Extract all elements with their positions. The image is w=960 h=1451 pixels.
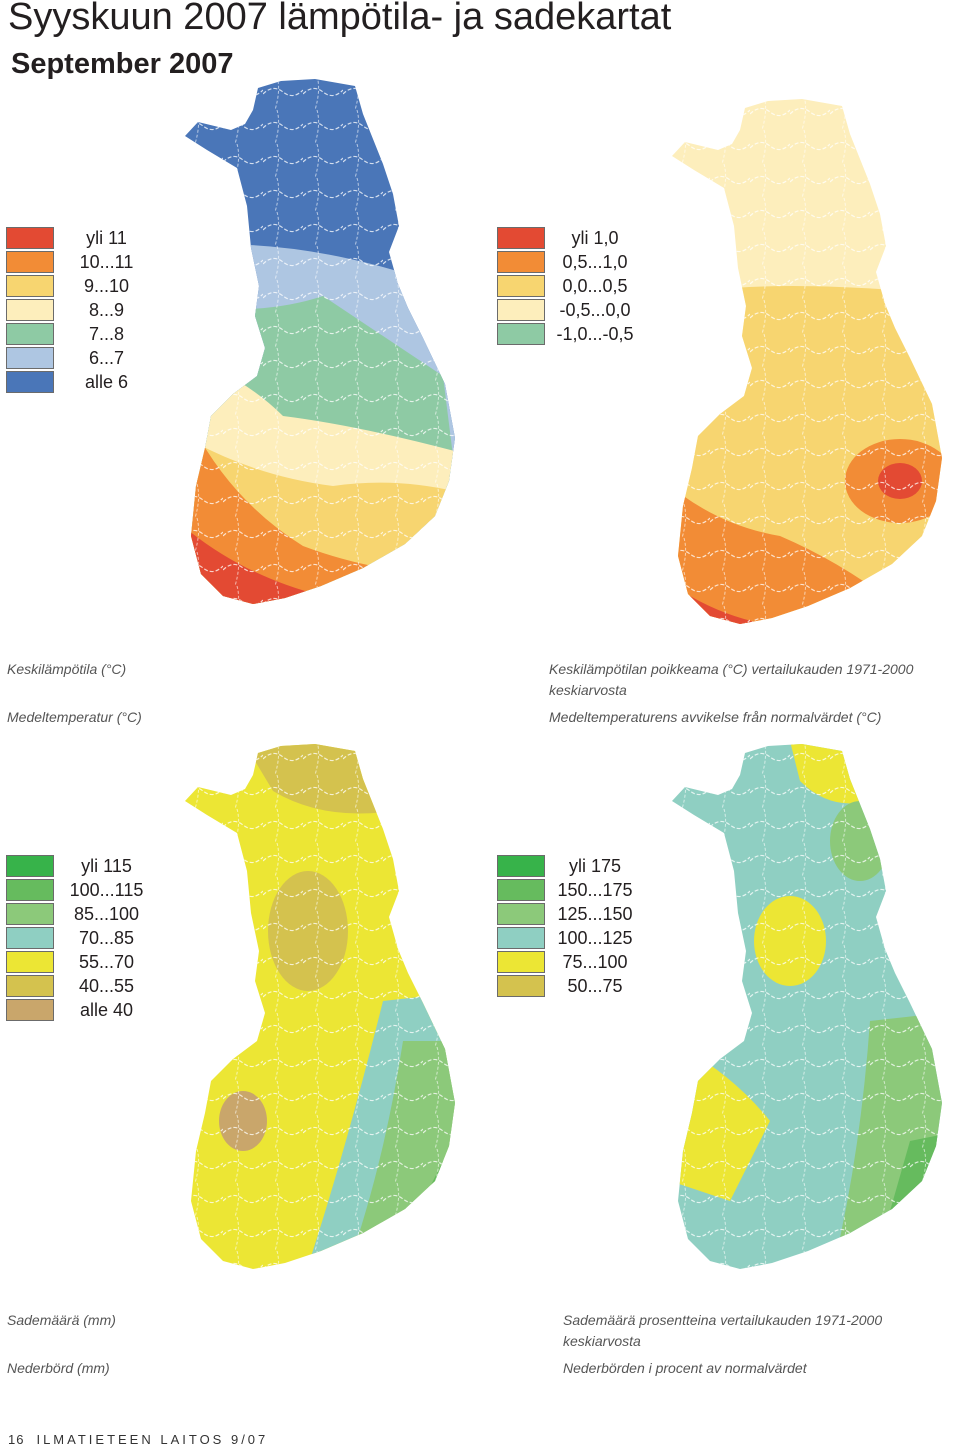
precipitation-percent-caption-fi: Sademäärä prosentteina vertailukauden 19… [563, 1312, 883, 1349]
legend-label: 7...8 [88, 324, 125, 344]
legend-label: alle 6 [84, 372, 129, 392]
legend-row: 100...115 [6, 878, 159, 902]
legend-label: 40...55 [78, 976, 135, 996]
legend-label: 85...100 [73, 904, 140, 924]
precipitation-map [185, 744, 455, 1269]
legend-swatch [497, 927, 545, 949]
legend-label: 150...175 [557, 880, 633, 900]
anomaly-legend: yli 1,0 0,5...1,0 0,0...0,5 -0,5...0,0 -1,0.… [497, 226, 645, 346]
legend-label: 55...70 [78, 952, 135, 972]
legend-swatch [497, 299, 545, 321]
page-footer: 16 ILMATIETEEN LAITOS 9/07 [8, 1432, 268, 1447]
temperature-map [185, 79, 455, 604]
legend-swatch [6, 855, 54, 877]
legend-swatch [6, 347, 54, 369]
legend-row: alle 6 [6, 370, 159, 394]
legend-row: 85...100 [6, 902, 159, 926]
legend-label: alle 40 [79, 1000, 134, 1020]
legend-row: yli 11 [6, 226, 159, 250]
legend-row: yli 115 [6, 854, 159, 878]
legend-row: 70...85 [6, 926, 159, 950]
legend-row: 6...7 [6, 346, 159, 370]
legend-row: 50...75 [497, 974, 645, 998]
legend-label: 50...75 [567, 976, 623, 996]
legend-label: yli 1,0 [571, 228, 619, 248]
legend-swatch [497, 251, 545, 273]
legend-row: yli 175 [497, 854, 645, 878]
precipitation-legend: yli 115 100...115 85...100 70...85 55...70 40… [6, 854, 159, 1022]
page-subtitle: September 2007 [11, 48, 234, 80]
legend-row: 55...70 [6, 950, 159, 974]
legend-row: 40...55 [6, 974, 159, 998]
page-title: Syyskuun 2007 lämpötila- ja sadekartat [8, 0, 672, 38]
anomaly-caption-fi: Keskilämpötilan poikkeama (°C) vertailuk… [549, 661, 914, 698]
legend-swatch [6, 299, 54, 321]
legend-swatch [6, 927, 54, 949]
legend-swatch [6, 903, 54, 925]
legend-swatch [497, 855, 545, 877]
legend-swatch [497, 975, 545, 997]
legend-row: 10...11 [6, 250, 159, 274]
temperature-anomaly-map [672, 99, 942, 624]
legend-swatch [497, 903, 545, 925]
legend-swatch [6, 975, 54, 997]
legend-label: 75...100 [562, 952, 628, 972]
precipitation-percent-legend: yli 175 150...175 125...150 100...125 75...1… [497, 854, 645, 998]
legend-label: -1,0...-0,5 [556, 324, 634, 344]
legend-swatch [6, 879, 54, 901]
legend-row: 75...100 [497, 950, 645, 974]
legend-row: 7...8 [6, 322, 159, 346]
anomaly-caption-sv: Medeltemperaturens avvikelse från normal… [549, 709, 882, 725]
legend-label: 125...150 [557, 904, 633, 924]
legend-row: 8...9 [6, 298, 159, 322]
legend-swatch [6, 275, 54, 297]
legend-swatch [497, 275, 545, 297]
legend-row: -0,5...0,0 [497, 298, 645, 322]
page-number: 16 [8, 1432, 25, 1447]
publication-name: ILMATIETEEN LAITOS 9/07 [36, 1432, 269, 1447]
legend-label: 8...9 [88, 300, 125, 320]
legend-label: 0,5...1,0 [562, 252, 628, 272]
legend-row: 0,5...1,0 [497, 250, 645, 274]
legend-label: 100...125 [557, 928, 633, 948]
legend-row: 125...150 [497, 902, 645, 926]
legend-label: -0,5...0,0 [559, 300, 631, 320]
legend-row: alle 40 [6, 998, 159, 1022]
legend-swatch [497, 323, 545, 345]
legend-label: yli 175 [568, 856, 622, 876]
legend-row: 150...175 [497, 878, 645, 902]
legend-swatch [6, 251, 54, 273]
legend-label: 100...115 [69, 880, 144, 900]
legend-row: 0,0...0,5 [497, 274, 645, 298]
legend-label: 70...85 [78, 928, 135, 948]
precipitation-percent-caption-sv: Nederbörden i procent av normalvärdet [563, 1360, 807, 1376]
precipitation-percent-map [672, 744, 942, 1269]
legend-row: 9...10 [6, 274, 159, 298]
legend-label: 6...7 [88, 348, 125, 368]
legend-swatch [497, 951, 545, 973]
legend-label: 10...11 [79, 252, 134, 272]
legend-label: yli 115 [81, 856, 132, 876]
temperature-caption-fi: Keskilämpötila (°C) [7, 661, 127, 677]
legend-swatch [6, 227, 54, 249]
precipitation-caption-fi: Sademäärä (mm) [7, 1312, 116, 1328]
legend-row: -1,0...-0,5 [497, 322, 645, 346]
legend-swatch [6, 323, 54, 345]
legend-row: 100...125 [497, 926, 645, 950]
legend-swatch [6, 999, 54, 1021]
temperature-caption-sv: Medeltemperatur (°C) [7, 709, 142, 725]
precipitation-caption-sv: Nederbörd (mm) [7, 1360, 110, 1376]
legend-label: 9...10 [83, 276, 130, 296]
legend-swatch [497, 227, 545, 249]
legend-label: 0,0...0,5 [562, 276, 628, 296]
legend-swatch [6, 951, 54, 973]
legend-row: yli 1,0 [497, 226, 645, 250]
temperature-legend: yli 11 10...11 9...10 8...9 7...8 6...7 alle 6 [6, 226, 159, 394]
legend-swatch [497, 879, 545, 901]
legend-swatch [6, 371, 54, 393]
legend-label: yli 11 [86, 228, 127, 248]
